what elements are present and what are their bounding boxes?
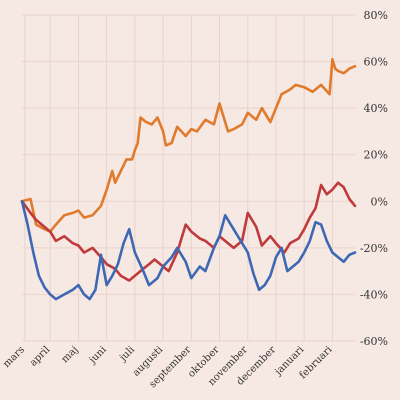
y-tick-label: 20% [364, 149, 388, 162]
x-axis-tick-labels: mars april maj juni juliaugustiseptemberokto… [1, 344, 334, 390]
y-tick-label: 0% [371, 195, 388, 208]
x-tick-label: maj [60, 344, 81, 365]
horizontal-gridlines [22, 14, 355, 342]
series-line-2 [20, 200, 357, 301]
y-tick-label: 40% [364, 102, 388, 115]
series-line-0 [20, 57, 357, 233]
y-tick-label: 60% [364, 56, 388, 69]
series-layer [20, 57, 357, 301]
x-tick-label: juni [87, 344, 109, 366]
x-tick-label: juli [117, 344, 137, 364]
y-tick-label: -20% [360, 242, 388, 255]
y-tick-label: 80% [364, 9, 388, 22]
y-tick-label: -40% [360, 288, 388, 301]
y-axis-tick-labels: 80% 60% 40% 20% 0% -20% -40% -60% [360, 9, 388, 348]
x-tick-label: mars [1, 344, 27, 370]
y-tick-label: -60% [360, 335, 388, 348]
series-line-1 [20, 181, 357, 282]
x-tick-label: april [28, 344, 52, 368]
